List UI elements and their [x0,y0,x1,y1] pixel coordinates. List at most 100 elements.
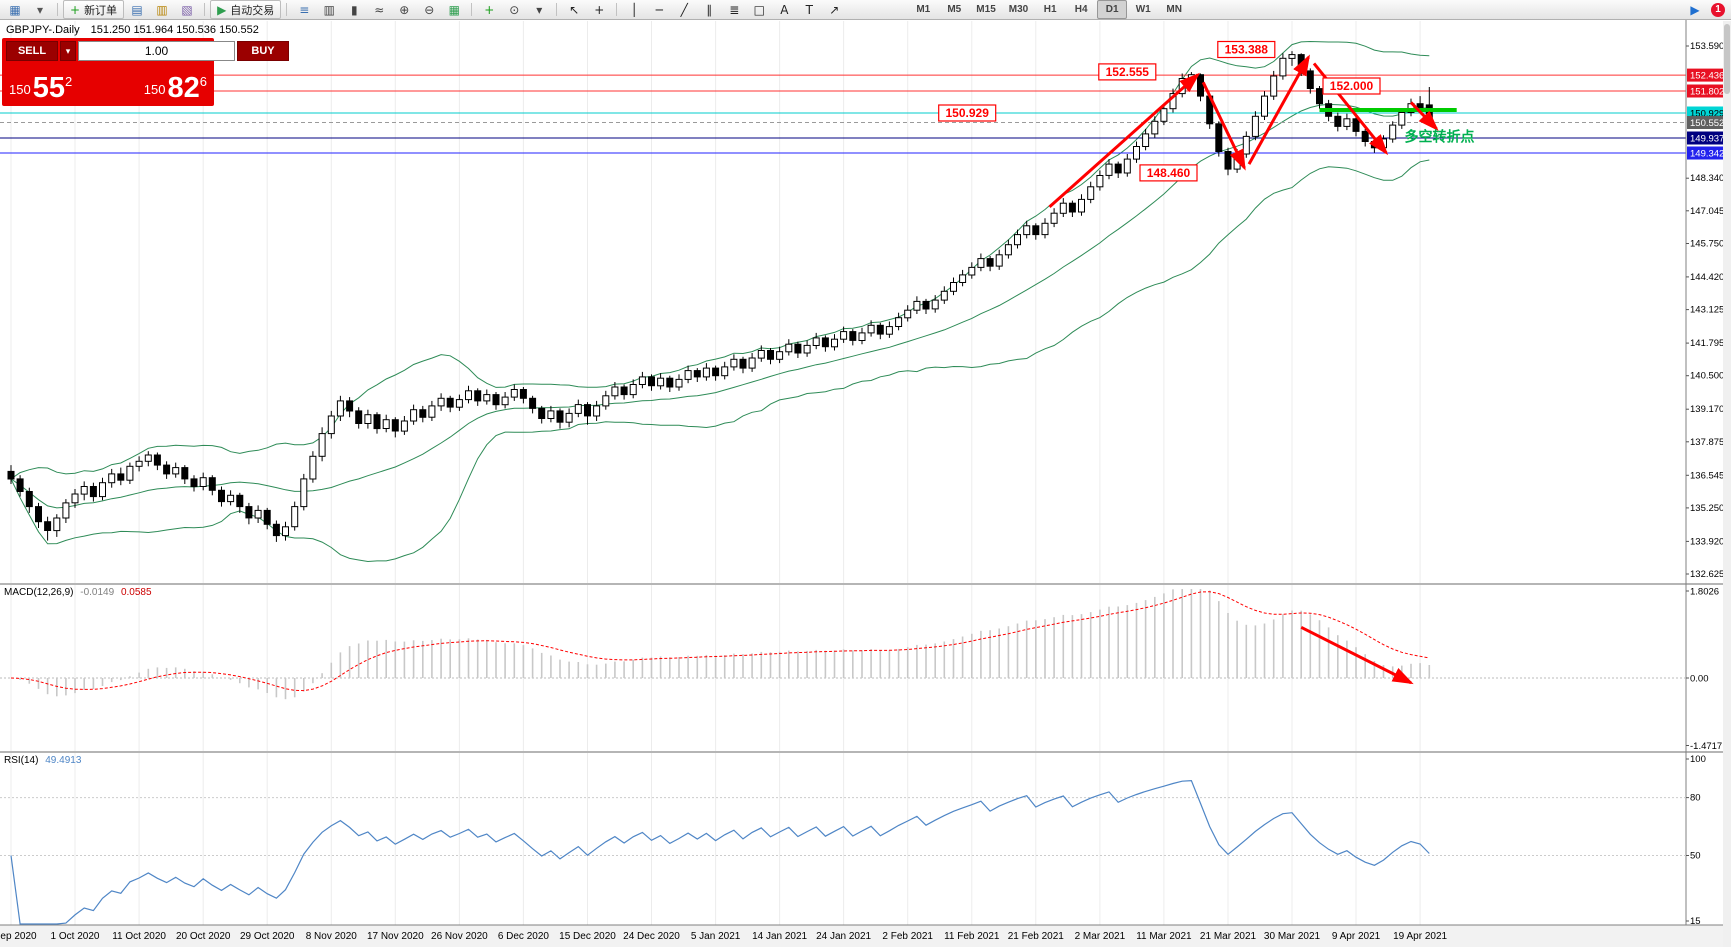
text-icon: A [780,2,789,17]
arrows-icon: ↗ [829,2,840,17]
timeframe-w1-button[interactable]: W1 [1135,4,1151,15]
bar-chart-button[interactable]: ▥ [317,0,341,19]
bar-chart-icon: ▥ [323,2,335,17]
price-callout[interactable]: 148.460 [1139,164,1198,182]
candle-chart-button[interactable]: ▮ [342,0,366,19]
svg-text:137.875: 137.875 [1690,437,1724,448]
price-axis-labels: 153.590 148.340 147.045 145.750 144.420 143.1… [1686,41,1724,927]
shapes-icon: □ [753,2,765,17]
macd-panel-splitter[interactable] [0,583,1731,585]
horizontal-line-button[interactable]: ─ [647,0,671,19]
price-callout[interactable]: 150.929 [938,104,997,122]
price-callout[interactable]: 152.555 [1098,63,1157,81]
text-label-icon: T [805,2,813,17]
svg-text:145.750: 145.750 [1690,239,1724,250]
svg-text:80: 80 [1690,793,1701,804]
svg-text:136.545: 136.545 [1690,470,1724,481]
fibonacci-button[interactable]: ≣ [722,0,746,19]
data-window-button[interactable]: ▥ [150,0,174,19]
timeframe-d1-button[interactable]: D1 [1097,0,1128,19]
svg-text:152.436: 152.436 [1690,71,1724,82]
turning-point-note[interactable]: 多空转折点 [1405,129,1475,145]
timeframe-h1-button[interactable]: H1 [1043,4,1057,15]
trend-arrow[interactable] [1201,81,1246,171]
trade-panel-prices: 150 55 2 150 82 6 [6,61,210,103]
line-chart-button[interactable]: ≈ [367,0,391,19]
buy-button[interactable]: BUY [237,41,289,61]
tile-windows-button[interactable]: ▦ [442,0,466,19]
timeframe-m1-button[interactable]: M1 [916,4,931,15]
candlestick-series [7,51,1433,542]
channel-button[interactable]: ∥ [697,0,721,19]
new-order-button[interactable]: + 新订单 [63,0,125,19]
vertical-gridlines [10,21,1421,925]
sell-button[interactable]: SELL [6,41,58,61]
new-chart-button[interactable]: ▦ [3,0,27,19]
toolbar-separator [204,3,206,16]
svg-text:1.8026: 1.8026 [1690,587,1719,598]
templates-icon: ▾ [536,2,543,17]
market-watch-icon: ▤ [131,2,143,17]
autotrading-icon: ▶ [217,2,227,17]
svg-text:26 Nov 2020: 26 Nov 2020 [431,931,488,942]
svg-text:30 Mar 2021: 30 Mar 2021 [1264,931,1321,942]
market-watch-button[interactable]: ▤ [125,0,149,19]
volume-dropdown-icon[interactable]: ▾ [60,41,76,61]
toolbar-separator [286,3,288,16]
trendline-button[interactable]: ╱ [672,0,696,19]
indicators-list-button[interactable]: ≡ [292,0,316,19]
trend-arrow[interactable] [1409,101,1439,132]
rsi-label: RSI(14) 49.4913 [4,755,81,766]
timeframe-m15-button[interactable]: M15 [976,4,996,15]
time-axis[interactable] [0,925,1731,947]
vertical-line-button[interactable]: │ [622,0,646,19]
macd-name: MACD(12,26,9) [4,587,74,598]
trend-arrow[interactable] [1048,72,1201,209]
timeframe-h4-button[interactable]: H4 [1074,4,1088,15]
new-chart-icon: ▦ [9,2,21,17]
svg-text:148.340: 148.340 [1690,173,1724,184]
scrollbar-thumb[interactable] [1724,24,1730,94]
macd-trend-arrow[interactable] [1300,625,1414,685]
zoom-out-button[interactable]: ⊖ [417,0,441,19]
scroll-end-button[interactable]: ▶ [1683,0,1707,19]
trend-arrow[interactable] [1247,54,1310,165]
svg-text:2 Feb 2021: 2 Feb 2021 [882,931,933,942]
svg-text:19 Apr 2021: 19 Apr 2021 [1393,931,1447,942]
text-button[interactable]: A [772,0,796,19]
crosshair-icon: + [594,2,605,17]
shapes-button[interactable]: □ [747,0,771,19]
sell-price[interactable]: 150 55 2 [9,74,72,103]
arrows-button[interactable]: ↗ [822,0,846,19]
svg-text:24 Jan 2021: 24 Jan 2021 [816,931,871,942]
svg-text:150.929: 150.929 [1690,109,1724,120]
cursor-button[interactable]: ↖ [562,0,586,19]
zoom-in-button[interactable]: ⊕ [392,0,416,19]
price-callout[interactable]: 153.388 [1217,40,1276,59]
svg-text:151.802: 151.802 [1690,87,1724,98]
timeframe-m5-button[interactable]: M5 [947,4,962,15]
svg-text:150.929: 150.929 [946,106,990,120]
notification-badge[interactable]: 1 [1711,2,1725,17]
periods-clock-icon: ⊙ [509,2,520,17]
chart-dropdown-button[interactable]: ▾ [28,0,52,19]
chart-annotations[interactable]: 多空转折点 153.388 152.555 152.000 150.929 148.460 [938,40,1475,685]
svg-text:100: 100 [1690,754,1706,765]
periods-clock-button[interactable]: ⊙ [502,0,526,19]
add-indicator-button[interactable]: + [477,0,501,19]
price-callout[interactable]: 152.000 [1322,77,1381,95]
volume-input[interactable] [78,41,235,61]
vertical-scrollbar[interactable] [1723,21,1731,947]
rsi-panel-splitter[interactable] [0,751,1731,753]
timeframe-mn-button[interactable]: MN [1166,4,1182,15]
timeframe-m30-button[interactable]: M30 [1008,4,1029,15]
rsi-value: 49.4913 [45,755,82,766]
crosshair-button[interactable]: + [587,0,611,19]
buy-price[interactable]: 150 82 6 [144,74,207,103]
text-label-button[interactable]: T [797,0,821,19]
templates-button[interactable]: ▾ [527,0,551,19]
autotrading-button[interactable]: ▶ 自动交易 [210,0,282,19]
sell-price-group: 150 [9,82,31,97]
navigator-button[interactable]: ▧ [175,0,199,19]
